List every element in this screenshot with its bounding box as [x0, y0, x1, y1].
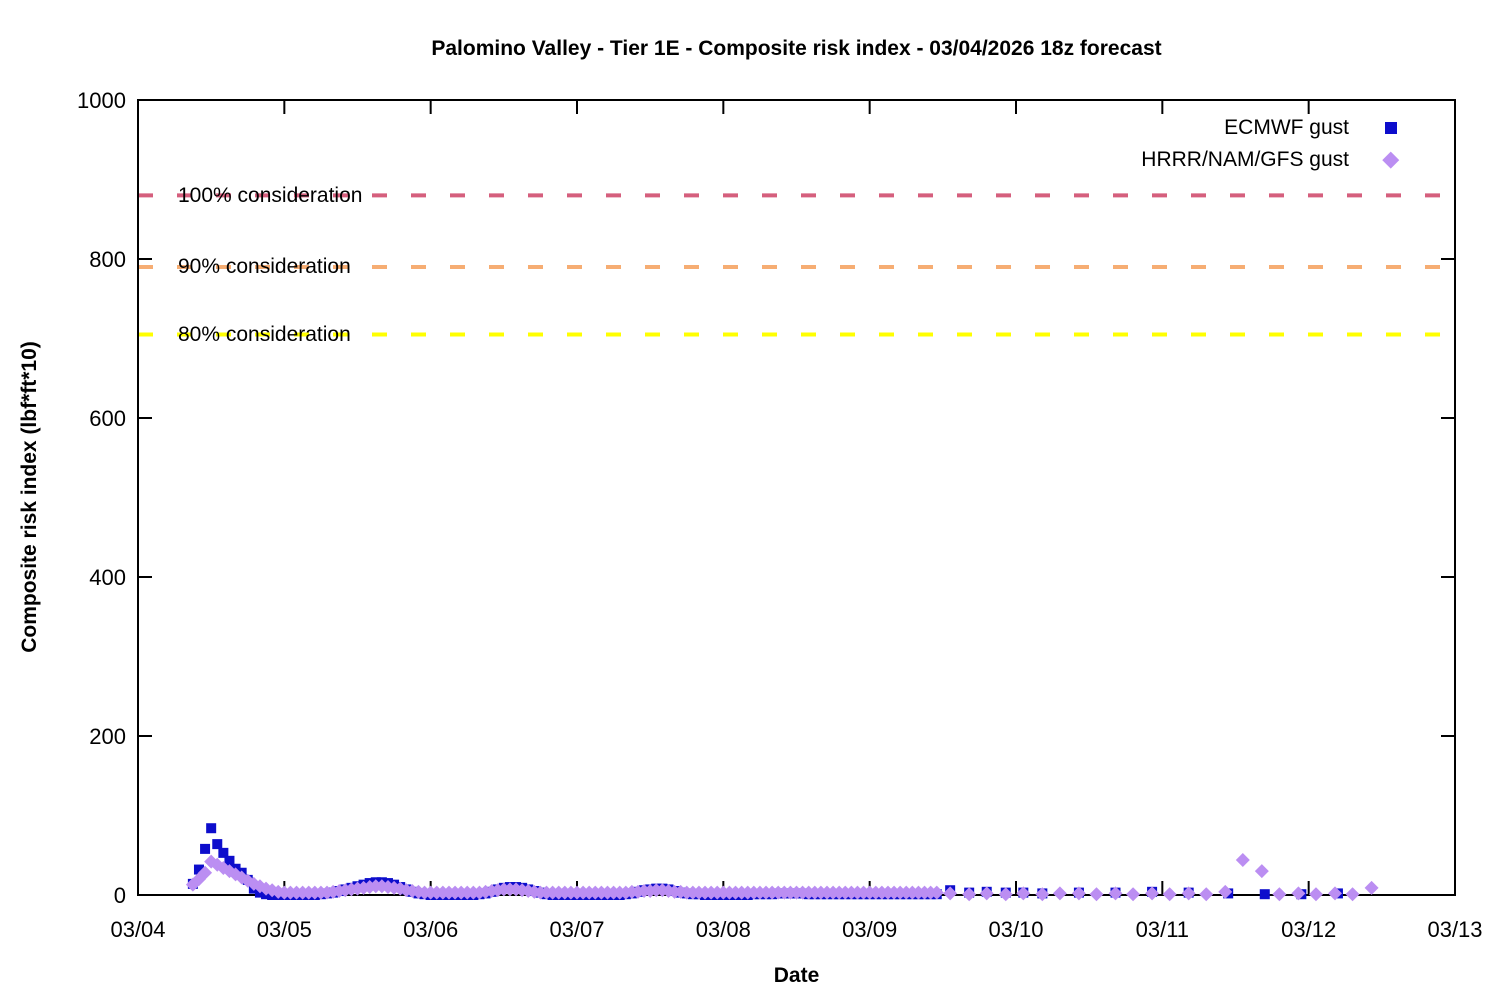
y-tick-label: 400 — [89, 565, 126, 590]
threshold-label-80pct: 80% consideration — [178, 323, 351, 346]
data-point-hrrr — [979, 886, 994, 901]
data-point-hrrr — [198, 865, 213, 880]
x-tick-label: 03/06 — [403, 917, 458, 942]
data-point-hrrr — [943, 886, 958, 901]
data-point-ecmwf — [212, 839, 223, 850]
data-point-hrrr — [1272, 887, 1287, 902]
plot-border — [137, 99, 1456, 896]
y-tick-label: 1000 — [77, 88, 126, 113]
data-point-hrrr — [1235, 853, 1250, 868]
data-point-ecmwf — [218, 847, 229, 858]
data-point-ecmwf — [224, 855, 235, 866]
data-point-hrrr — [1052, 886, 1067, 901]
legend-label-ecmwf: ECMWF gust — [1224, 116, 1349, 139]
x-tick-label: 03/05 — [257, 917, 312, 942]
threshold-label-100pct: 100% consideration — [178, 184, 363, 207]
data-point-hrrr — [1199, 887, 1214, 902]
data-point-ecmwf — [206, 823, 217, 834]
data-point-hrrr — [1145, 886, 1160, 901]
data-point-hrrr — [1071, 886, 1086, 901]
data-point-hrrr — [1291, 886, 1306, 901]
data-point-hrrr — [1254, 864, 1269, 879]
x-tick-label: 03/09 — [842, 917, 897, 942]
data-point-hrrr — [1328, 886, 1343, 901]
data-point-hrrr — [1308, 887, 1323, 902]
data-point-hrrr — [962, 887, 977, 902]
diamond-marker-icon — [1382, 151, 1400, 169]
data-point-hrrr — [1162, 887, 1177, 902]
legend-entry-ecmwf: ECMWF gust — [1141, 112, 1399, 144]
data-point-hrrr — [929, 885, 944, 900]
y-tick-label: 600 — [89, 406, 126, 431]
data-point-ecmwf — [193, 864, 204, 875]
x-tick-label: 03/08 — [696, 917, 751, 942]
y-tick-label: 800 — [89, 247, 126, 272]
data-point-hrrr — [1089, 887, 1104, 902]
data-point-ecmwf — [200, 843, 211, 854]
data-point-ecmwf — [1259, 889, 1270, 900]
data-point-hrrr — [1035, 887, 1050, 902]
x-axis-label: Date — [773, 964, 820, 987]
x-tick-label: 03/10 — [988, 917, 1043, 942]
x-tick-label: 03/07 — [549, 917, 604, 942]
data-point-hrrr — [1345, 887, 1360, 902]
data-point-hrrr — [1016, 886, 1031, 901]
x-tick-label: 03/12 — [1281, 917, 1336, 942]
data-point-hrrr — [998, 887, 1013, 902]
legend-label-hrrr: HRRR/NAM/GFS gust — [1141, 148, 1349, 171]
x-tick-label: 03/13 — [1427, 917, 1482, 942]
data-point-hrrr — [1181, 886, 1196, 901]
y-tick-label: 200 — [89, 724, 126, 749]
data-point-hrrr — [1126, 887, 1141, 902]
chart-title: Palomino Valley - Tier 1E - Composite ri… — [431, 37, 1162, 60]
y-tick-label: 0 — [114, 883, 126, 908]
x-tick-label: 03/04 — [110, 917, 165, 942]
data-point-hrrr — [1218, 884, 1233, 899]
x-tick-label: 03/11 — [1136, 917, 1189, 942]
legend-entry-hrrr: HRRR/NAM/GFS gust — [1141, 144, 1400, 176]
data-point-hrrr — [1364, 880, 1379, 895]
threshold-label-90pct: 90% consideration — [178, 255, 351, 278]
square-marker-icon — [1383, 120, 1399, 136]
legend: ECMWF gust HRRR/NAM/GFS gust — [1141, 112, 1400, 176]
data-point-hrrr — [1108, 886, 1123, 901]
y-axis-label: Composite risk index (lbf*ft*10) — [18, 341, 41, 653]
